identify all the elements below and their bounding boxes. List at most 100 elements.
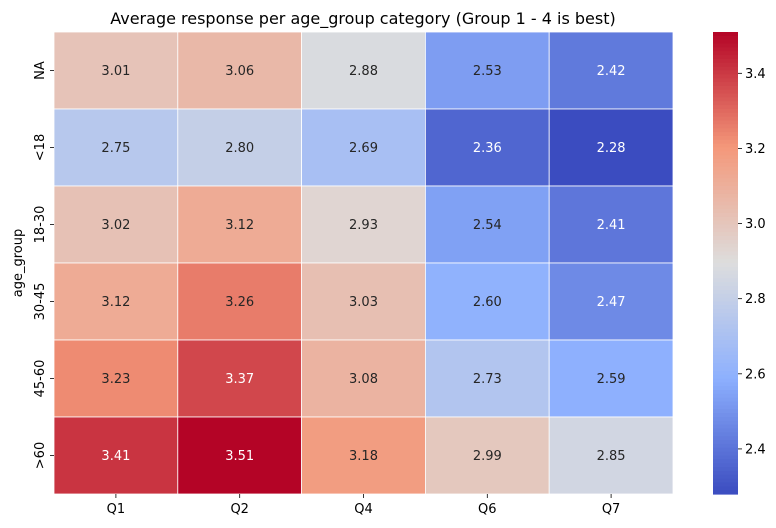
chart-title: Average response per age_group category … xyxy=(110,9,616,29)
cell-value-label: 2.60 xyxy=(473,295,502,310)
colorbar-segment xyxy=(713,212,738,218)
colorbar-segment xyxy=(713,436,738,441)
colorbar-segment xyxy=(713,478,738,484)
colorbar-segment xyxy=(713,424,738,430)
heatmap-cell xyxy=(424,185,550,264)
heatmap-cell xyxy=(548,339,674,418)
colorbar-segment xyxy=(713,255,738,260)
colorbar-segment xyxy=(713,417,738,422)
colorbar-segment xyxy=(713,343,738,349)
heatmap-cell xyxy=(177,262,303,341)
heatmap-cell xyxy=(301,108,426,187)
colorbar-segment xyxy=(713,278,738,283)
heatmap-cell xyxy=(53,108,179,187)
colorbar-segment xyxy=(713,135,738,141)
heatmap-cell xyxy=(301,185,426,264)
heatmap-cell xyxy=(53,339,179,418)
cell-value-label: 3.12 xyxy=(225,218,254,233)
cell-value-label: 2.80 xyxy=(225,141,254,156)
y-tick-label: >60 xyxy=(33,442,48,469)
cell-value-label: 3.37 xyxy=(225,372,254,387)
colorbar-segment xyxy=(713,309,738,314)
colorbar-segment xyxy=(713,413,738,418)
colorbar-tick-label: 3.4 xyxy=(745,67,766,82)
cell-value-label: 3.26 xyxy=(225,295,254,310)
colorbar-segment xyxy=(713,147,738,152)
cell-value-label: 3.01 xyxy=(101,64,130,79)
colorbar-segment xyxy=(713,43,738,48)
colorbar-segment xyxy=(713,55,738,60)
colorbar-segment xyxy=(713,74,738,79)
colorbar-segment xyxy=(713,474,738,480)
cell-value-label: 3.12 xyxy=(101,295,130,310)
y-tick-label: 45-60 xyxy=(33,360,48,398)
colorbar-segment xyxy=(713,455,738,460)
x-axis-ticks: Q1 Q2 Q4 Q6 Q7 xyxy=(107,494,620,517)
cell-value-label: 2.42 xyxy=(597,64,626,79)
x-tick-label: Q2 xyxy=(230,502,249,517)
colorbar-segment xyxy=(713,259,738,264)
colorbar-segment xyxy=(713,305,738,310)
heatmap-cell xyxy=(301,31,426,110)
colorbar-segment xyxy=(713,451,738,457)
colorbar-segment xyxy=(713,51,738,56)
colorbar-segment xyxy=(713,459,738,464)
colorbar-segment xyxy=(713,105,738,110)
cell-value-label: 2.75 xyxy=(101,141,130,156)
colorbar-segment xyxy=(713,109,738,114)
colorbar-tick-label: 2.8 xyxy=(745,292,766,307)
colorbar-tick-label: 2.6 xyxy=(745,367,766,382)
y-tick-label: 18-30 xyxy=(33,206,48,244)
cell-value-label: 2.99 xyxy=(473,449,502,464)
colorbar-tick-label: 2.4 xyxy=(745,442,766,457)
colorbar-segment xyxy=(713,120,738,125)
colorbar-segment xyxy=(713,336,738,341)
colorbar-segment xyxy=(713,420,738,426)
colorbar-segment xyxy=(713,170,738,176)
colorbar-segment xyxy=(713,328,738,333)
y-tick-label: <18 xyxy=(33,134,48,161)
colorbar-segment xyxy=(713,220,738,226)
colorbar-segment xyxy=(713,401,738,407)
colorbar-segment xyxy=(713,378,738,383)
colorbar-segment xyxy=(713,297,738,303)
colorbar-segment xyxy=(713,116,738,122)
colorbar-segment xyxy=(713,32,738,37)
heatmap-cell xyxy=(301,416,426,495)
colorbar-segment xyxy=(713,112,738,118)
colorbar-segment xyxy=(713,366,738,372)
heatmap-cells: 3.01 3.06 2.88 2.53 2.42 2.75 2.80 2.69 2.36 2.28… xyxy=(53,31,674,495)
heatmap-cell xyxy=(301,339,426,418)
colorbar-segment xyxy=(713,482,738,487)
colorbar-segment xyxy=(713,201,738,206)
colorbar-segment xyxy=(713,197,738,202)
heatmap-cell xyxy=(177,185,303,264)
cell-value-label: 3.03 xyxy=(349,295,378,310)
colorbar-segment xyxy=(713,155,738,160)
colorbar-segment xyxy=(713,370,738,376)
colorbar-segment xyxy=(713,186,738,191)
colorbar-segment xyxy=(713,390,738,395)
cell-value-label: 2.41 xyxy=(597,218,626,233)
colorbar-segment xyxy=(713,405,738,410)
colorbar-segment xyxy=(713,162,738,168)
colorbar-segment xyxy=(713,101,738,106)
colorbar-segment xyxy=(713,470,738,476)
colorbar-segment xyxy=(713,243,738,249)
cell-value-label: 3.06 xyxy=(225,64,254,79)
colorbar-segment xyxy=(713,374,738,380)
colorbar-segment xyxy=(713,193,738,199)
colorbar-segment xyxy=(713,62,738,68)
cell-value-label: 3.41 xyxy=(101,449,130,464)
x-tick-label: Q6 xyxy=(478,502,497,517)
heatmap-cell xyxy=(424,262,550,341)
heatmap-cell xyxy=(548,185,674,264)
cell-value-label: 2.53 xyxy=(473,64,502,79)
colorbar-segment xyxy=(713,35,738,41)
colorbar-segment xyxy=(713,89,738,95)
colorbar-segment xyxy=(713,316,738,322)
cell-value-label: 2.85 xyxy=(597,449,626,464)
colorbar-segment xyxy=(713,139,738,145)
heatmap-cell xyxy=(548,416,674,495)
